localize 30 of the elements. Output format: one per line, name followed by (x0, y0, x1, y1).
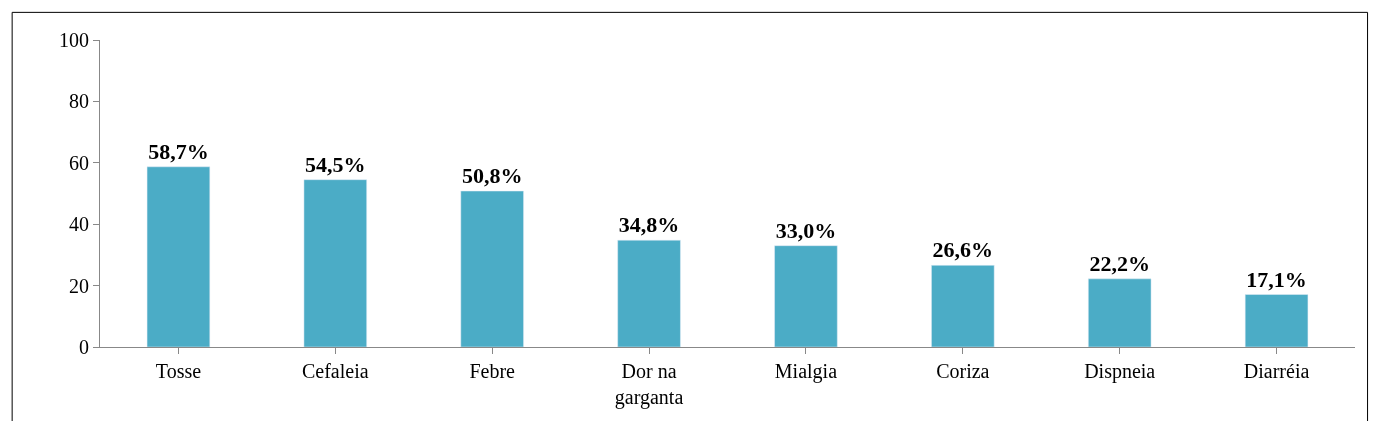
y-tick-label: 20 (69, 274, 89, 297)
bar (774, 245, 838, 347)
y-tick-label: 40 (69, 213, 89, 236)
data-label: 34,8% (618, 212, 680, 238)
y-tick-label: 80 (69, 90, 89, 113)
data-label: 17,1% (1246, 266, 1307, 292)
bar (146, 166, 211, 347)
bar (1088, 278, 1152, 347)
y-tick-label: 60 (69, 151, 89, 174)
x-tick-label: Tosse (155, 360, 202, 382)
bar (1244, 294, 1309, 347)
x-tick-label: Mialgia (774, 360, 838, 383)
x-tick-label: Dispneia (1084, 360, 1156, 383)
x-tick-label: Diarréia (1243, 360, 1310, 382)
data-label: 58,7% (148, 138, 209, 164)
bar (617, 239, 681, 347)
data-label: 54,5% (305, 151, 366, 177)
data-label: 22,2% (1089, 250, 1150, 276)
y-tick-label: 100 (59, 29, 89, 51)
x-tick-label: Coriza (936, 360, 990, 382)
bar (460, 190, 524, 347)
y-tick-label: 0 (79, 336, 89, 358)
bar (931, 265, 995, 347)
x-tick-label: Cefaleia (302, 360, 369, 382)
data-label: 33,0% (775, 217, 837, 243)
data-label: 50,8% (461, 163, 523, 189)
x-tick-label: Febre (469, 360, 516, 382)
bar (303, 179, 367, 347)
data-label: 26,6% (932, 237, 994, 263)
x-tick-label: Dor na garganta (614, 360, 684, 409)
